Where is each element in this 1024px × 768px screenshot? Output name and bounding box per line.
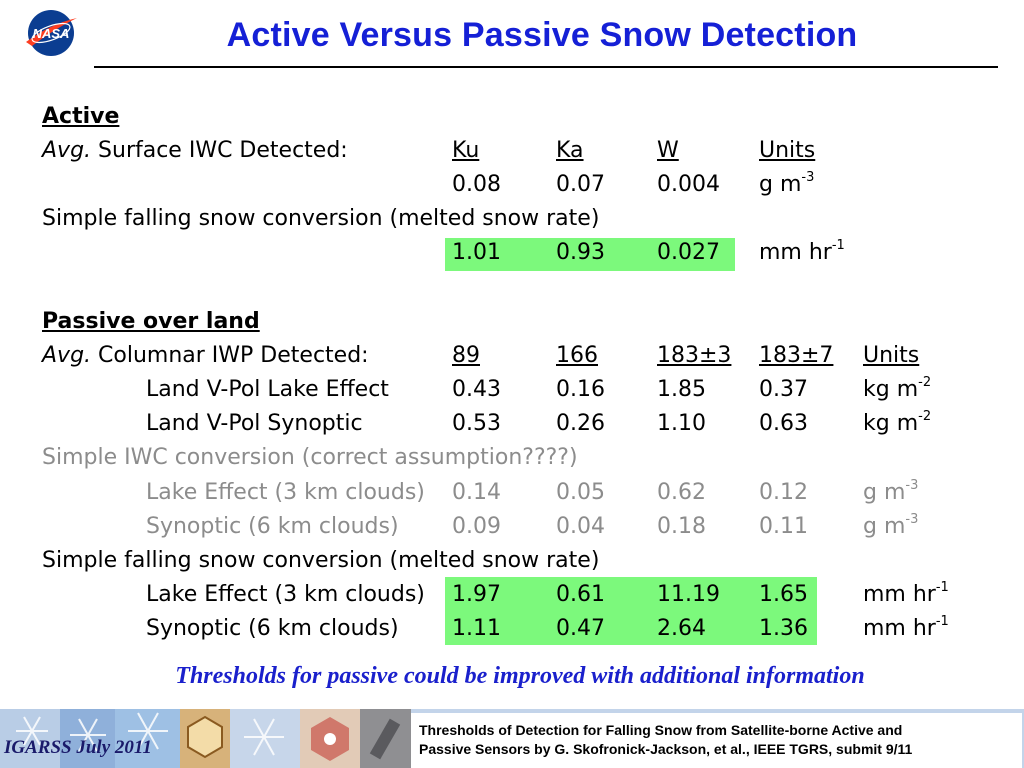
cell: 0.47	[556, 616, 605, 641]
active-heading-row: Active	[0, 100, 1024, 134]
cell: 0.37	[759, 377, 808, 402]
reference-line-1: Thresholds of Detection for Falling Snow…	[419, 722, 903, 738]
iwc-conversion-label: Simple IWC conversion (correct assumptio…	[42, 445, 578, 470]
col-183-3: 183±3	[657, 343, 732, 368]
active-iwc-row: 0.08 0.07 0.004 g m-3	[0, 168, 1024, 202]
cell: 1.01	[452, 240, 501, 265]
row-label: Synoptic (6 km clouds)	[146, 616, 399, 641]
cell: 0.61	[556, 582, 605, 607]
snowflake-image-strip-icon	[0, 709, 411, 768]
cell: 1.10	[657, 411, 706, 436]
detected-label: Surface IWC Detected:	[98, 138, 348, 163]
passive-detected-row: Avg. Columnar IWP Detected: 89 166 183±3…	[0, 339, 1024, 373]
row-label: Land V-Pol Lake Effect	[146, 377, 389, 402]
cell: 0.43	[452, 377, 501, 402]
cell: 0.05	[556, 480, 605, 505]
unit-cell: mm hr-1	[863, 580, 949, 607]
cell: 0.04	[556, 514, 605, 539]
cell: 0.14	[452, 480, 501, 505]
col-89: 89	[452, 343, 480, 368]
cell: 0.93	[556, 240, 605, 265]
cell: 0.08	[452, 172, 501, 197]
conference-label: IGARSS July 2011	[4, 737, 152, 758]
passive-detected-label: Avg. Columnar IWP Detected:	[42, 343, 369, 368]
row-label: Lake Effect (3 km clouds)	[146, 480, 425, 505]
cell: 0.62	[657, 480, 706, 505]
passive-heading: Passive over land	[42, 309, 260, 334]
col-ka: Ka	[556, 138, 584, 163]
row-label: Land V-Pol Synoptic	[146, 411, 363, 436]
avg-label: Avg.	[42, 138, 92, 163]
row-label: Synoptic (6 km clouds)	[146, 514, 399, 539]
table-row: Synoptic (6 km clouds) 1.11 0.47 2.64 1.…	[0, 612, 1024, 646]
nasa-logo-text: NASA	[33, 26, 70, 41]
cell: 2.64	[657, 616, 706, 641]
page-title: Active Versus Passive Snow Detection	[226, 16, 858, 54]
col-183-7: 183±7	[759, 343, 834, 368]
row-label: Lake Effect (3 km clouds)	[146, 582, 425, 607]
cell: 1.65	[759, 582, 808, 607]
snow-conversion-label: Simple falling snow conversion (melted s…	[42, 548, 600, 573]
iwc-conversion-row: Simple IWC conversion (correct assumptio…	[0, 441, 1024, 475]
cell: 0.11	[759, 514, 808, 539]
col-units: Units	[759, 138, 816, 163]
footer-top-strip-icon	[411, 709, 1024, 715]
cell: 0.53	[452, 411, 501, 436]
avg-label: Avg.	[42, 343, 92, 368]
unit-cell: mm hr-1	[759, 238, 845, 265]
cell: 1.97	[452, 582, 501, 607]
active-rate-highlight	[445, 238, 735, 271]
unit-cell: g m-3	[863, 478, 919, 505]
passive-heading-row: Passive over land	[0, 305, 1024, 339]
unit-cell: kg m-2	[863, 409, 932, 436]
nasa-logo-icon: NASA	[26, 10, 77, 56]
cell: 11.19	[657, 582, 720, 607]
cell: 0.09	[452, 514, 501, 539]
table-row: Lake Effect (3 km clouds) 1.97 0.61 11.1…	[0, 578, 1024, 612]
reference-box: Thresholds of Detection for Falling Snow…	[411, 713, 1022, 768]
unit-cell: g m-3	[863, 512, 919, 539]
cell: 0.027	[657, 240, 720, 265]
cell: 0.26	[556, 411, 605, 436]
passive-rate-highlight	[445, 577, 817, 645]
cell: 1.85	[657, 377, 706, 402]
col-w: W	[657, 138, 679, 163]
cell: 0.18	[657, 514, 706, 539]
unit-cell: mm hr-1	[863, 614, 949, 641]
table-row: Synoptic (6 km clouds) 0.09 0.04 0.18 0.…	[0, 510, 1024, 544]
cell: 1.36	[759, 616, 808, 641]
active-conversion-row: Simple falling snow conversion (melted s…	[0, 202, 1024, 236]
table-row: Land V-Pol Synoptic 0.53 0.26 1.10 0.63 …	[0, 407, 1024, 441]
title-divider	[94, 66, 998, 68]
table-row: Lake Effect (3 km clouds) 0.14 0.05 0.62…	[0, 476, 1024, 510]
cell: 0.16	[556, 377, 605, 402]
active-detected-label: Avg. Surface IWC Detected:	[42, 138, 348, 163]
col-166: 166	[556, 343, 598, 368]
cell: 0.07	[556, 172, 605, 197]
unit-cell: g m-3	[759, 170, 815, 197]
col-ku: Ku	[452, 138, 480, 163]
detected-label: Columnar IWP Detected:	[98, 343, 369, 368]
active-conversion-label: Simple falling snow conversion (melted s…	[42, 206, 600, 231]
cell: 0.63	[759, 411, 808, 436]
cell: 0.12	[759, 480, 808, 505]
col-units: Units	[863, 343, 920, 368]
cell: 1.11	[452, 616, 501, 641]
table-row: Land V-Pol Lake Effect 0.43 0.16 1.85 0.…	[0, 373, 1024, 407]
reference-line-2: Passive Sensors by G. Skofronick-Jackson…	[419, 741, 913, 757]
unit-cell: kg m-2	[863, 375, 932, 402]
cell: 0.004	[657, 172, 720, 197]
active-rate-row: 1.01 0.93 0.027 mm hr-1	[0, 236, 1024, 270]
snow-conversion-row: Simple falling snow conversion (melted s…	[0, 544, 1024, 578]
active-detected-row: Avg. Surface IWC Detected: Ku Ka W Units	[0, 134, 1024, 168]
active-heading: Active	[42, 104, 120, 129]
summary-note: Thresholds for passive could be improved…	[175, 663, 865, 689]
